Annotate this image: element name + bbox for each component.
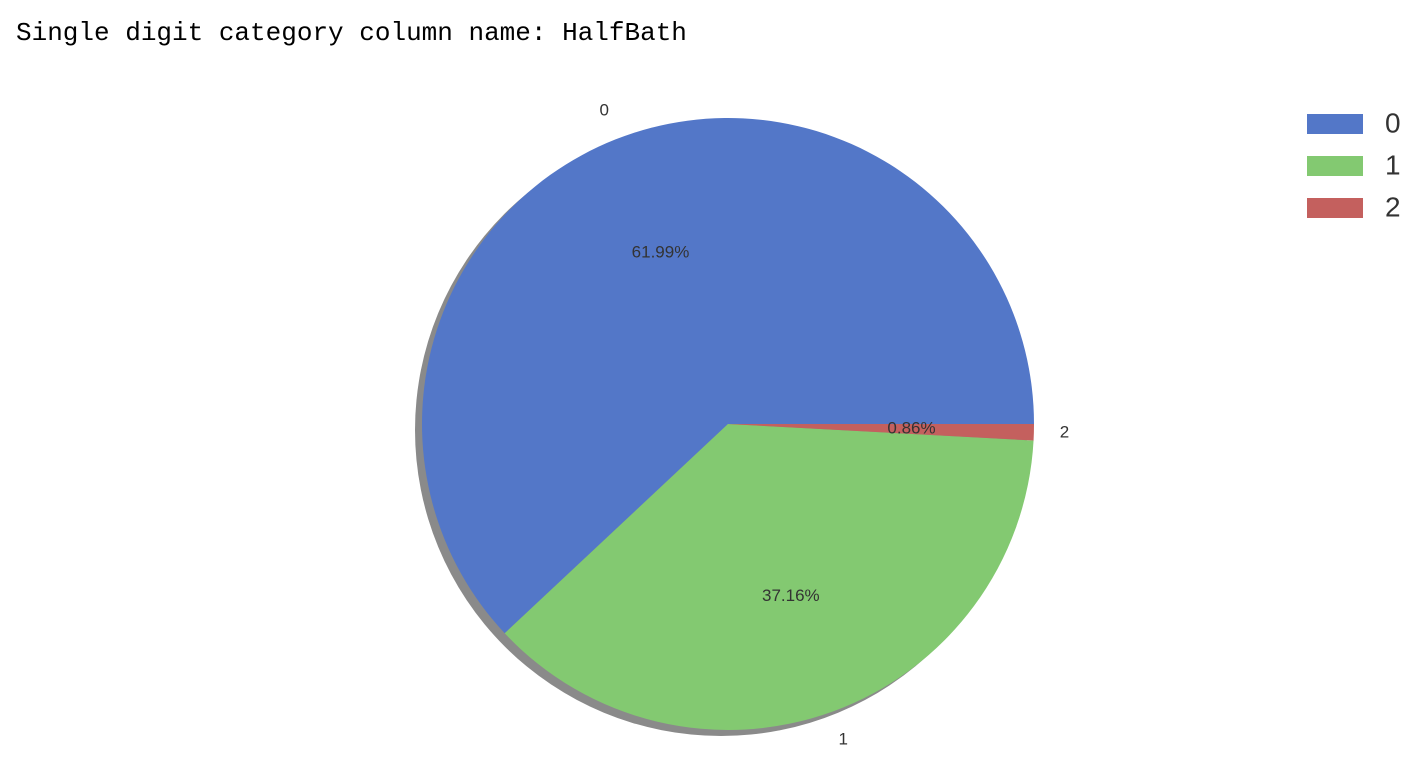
pie-category-label-1: 1 [839, 730, 848, 749]
pie-category-label-0: 0 [600, 100, 609, 119]
pie-slice-0 [422, 118, 1034, 634]
legend-label-0: 0 [1385, 107, 1401, 138]
pie-slices [422, 118, 1034, 730]
legend: 0 1 2 [1307, 107, 1401, 222]
pie-percent-label-0: 61.99% [632, 243, 690, 262]
output-header: Single digit category column name: HalfB… [16, 18, 687, 48]
legend-label-1: 1 [1385, 149, 1401, 180]
legend-swatch-2 [1307, 198, 1363, 218]
pie-percent-label-2: 0.86% [887, 418, 935, 437]
pie-labels: 0 61.99% 1 37.16% 2 0.86% [600, 100, 1070, 748]
pie-category-label-2: 2 [1060, 423, 1069, 442]
pie-percent-label-1: 37.16% [762, 586, 820, 605]
legend-label-2: 2 [1385, 191, 1401, 222]
pie-slice-1 [504, 424, 1034, 730]
pie-slice-2 [728, 424, 1034, 441]
legend-swatch-1 [1307, 156, 1363, 176]
legend-swatch-0 [1307, 114, 1363, 134]
